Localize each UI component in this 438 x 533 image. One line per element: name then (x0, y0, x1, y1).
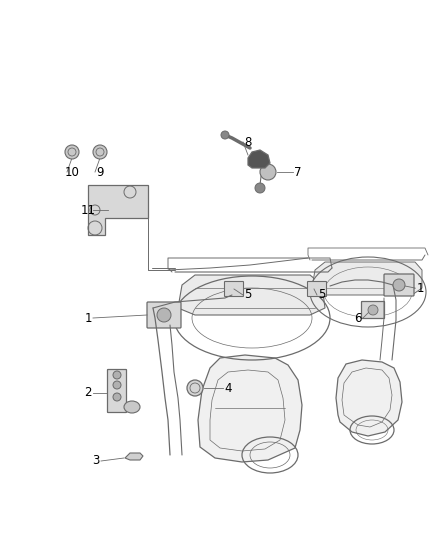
FancyBboxPatch shape (107, 369, 127, 413)
Circle shape (260, 164, 276, 180)
Circle shape (113, 381, 121, 389)
Polygon shape (336, 360, 402, 436)
FancyBboxPatch shape (307, 281, 326, 296)
Text: 5: 5 (318, 288, 326, 302)
Circle shape (157, 308, 171, 322)
Polygon shape (248, 150, 270, 168)
Text: 4: 4 (224, 382, 232, 394)
Circle shape (113, 393, 121, 401)
Text: 5: 5 (244, 288, 252, 302)
Circle shape (255, 183, 265, 193)
FancyBboxPatch shape (384, 274, 414, 296)
Polygon shape (312, 262, 422, 295)
Polygon shape (198, 355, 302, 462)
Circle shape (187, 380, 203, 396)
Text: 1: 1 (416, 281, 424, 295)
FancyBboxPatch shape (147, 302, 181, 328)
Text: 1: 1 (84, 311, 92, 325)
Text: 10: 10 (64, 166, 79, 179)
Text: 9: 9 (96, 166, 104, 179)
Polygon shape (178, 275, 325, 315)
Text: 2: 2 (84, 386, 92, 400)
Circle shape (393, 279, 405, 291)
Text: 7: 7 (294, 166, 302, 179)
Polygon shape (125, 453, 143, 460)
Text: 8: 8 (244, 135, 252, 149)
Text: 6: 6 (354, 311, 362, 325)
Ellipse shape (124, 401, 140, 413)
Circle shape (368, 305, 378, 315)
FancyBboxPatch shape (225, 281, 244, 296)
Text: 3: 3 (92, 455, 100, 467)
Circle shape (113, 371, 121, 379)
Polygon shape (88, 185, 148, 235)
Circle shape (65, 145, 79, 159)
Text: 11: 11 (81, 204, 95, 216)
Circle shape (221, 131, 229, 139)
FancyBboxPatch shape (361, 302, 385, 319)
Circle shape (93, 145, 107, 159)
